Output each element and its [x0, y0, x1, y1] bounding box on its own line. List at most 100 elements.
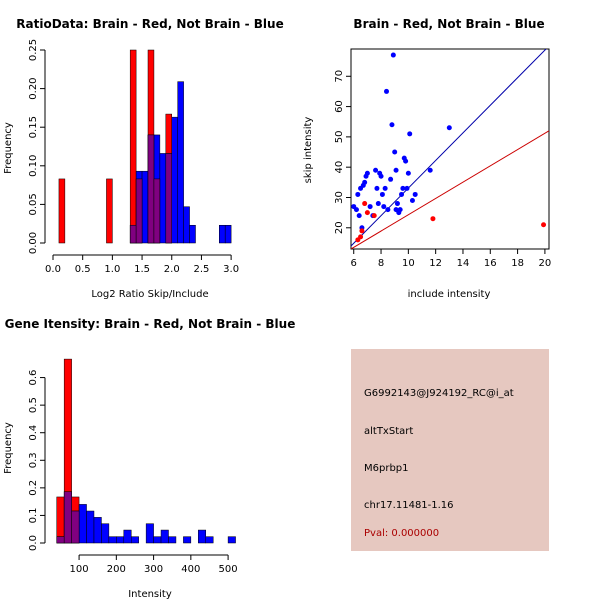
info-panel-background: [351, 349, 549, 551]
intensity-scatter-x-tick-label: 20: [539, 258, 552, 269]
intensity-scatter-y-tick-label: 40: [334, 161, 345, 174]
gene-intensity-histogram-bar-not-brain: [116, 536, 125, 544]
ratio-histogram-y-tick-label: 0.25: [28, 39, 39, 61]
gene-intensity-histogram-bar-not-brain: [86, 510, 95, 544]
gene-intensity-histogram-y-tick-label: 0.2: [28, 480, 39, 496]
ratio-histogram-bar-not-brain: [224, 224, 232, 244]
gene-intensity-histogram-x-tick-label: 400: [181, 564, 200, 575]
ratio-histogram-y-tick-label: 0.15: [28, 116, 39, 138]
gene-intensity-histogram-bar-not-brain: [183, 536, 192, 544]
gene-intensity-histogram-bar-not-brain: [160, 529, 169, 544]
intensity-scatter-title: Brain - Red, Not Brain - Blue: [353, 17, 544, 31]
intensity-scatter-y-tick-label: 50: [334, 131, 345, 144]
ratio-histogram-x-tick-label: 0.0: [45, 264, 61, 275]
gene-intensity-histogram-bar-not-brain: [145, 523, 154, 544]
gene-name: M6prbp1: [364, 463, 409, 474]
intensity-scatter-point-not-brain: [393, 167, 399, 173]
ratio-histogram: RatioData: Brain - Red, Not Brain - Blue…: [3, 17, 284, 300]
intensity-scatter-point-not-brain: [388, 176, 394, 182]
gene-intensity-histogram-bar-brain: [56, 496, 65, 544]
intensity-scatter-point-not-brain: [394, 201, 400, 207]
gene-intensity-histogram-bar-not-brain: [101, 523, 110, 544]
gene-intensity-histogram-y-tick-label: 0.6: [28, 370, 39, 386]
gene-intensity-histogram-bar-not-brain: [130, 536, 139, 544]
intensity-scatter-point-not-brain: [446, 125, 452, 131]
intensity-scatter-point-not-brain: [399, 191, 405, 197]
intensity-scatter-plot-box: [350, 48, 550, 250]
intensity-scatter-red-fit-line: [351, 130, 549, 249]
intensity-scatter-point-not-brain: [381, 204, 387, 210]
ratio-histogram-x-tick-label: 1.0: [104, 264, 120, 275]
gene-intensity-histogram-ylabel: Frequency: [3, 422, 14, 474]
gene-intensity-histogram-bar-not-brain: [78, 504, 87, 544]
gene-intensity-histogram-bar-not-brain: [168, 536, 177, 544]
gene-intensity-histogram-bar-overlap: [71, 510, 80, 544]
ratio-histogram-x-tick-label: 2.5: [193, 264, 209, 275]
gene-intensity-histogram-y-tick-label: 0.3: [28, 452, 39, 468]
intensity-scatter-point-not-brain: [379, 191, 385, 197]
ratio-histogram-bar-not-brain: [159, 153, 167, 244]
intensity-scatter-y-tick-label: 20: [334, 221, 345, 234]
gene-intensity-histogram-bar-not-brain: [93, 517, 102, 544]
intensity-scatter-point-not-brain: [392, 149, 398, 155]
intensity-scatter-point-brain: [359, 228, 365, 234]
intensity-scatter-point-not-brain: [375, 201, 381, 207]
intensity-scatter-y-tick-label: 30: [334, 191, 345, 204]
intensity-scatter-point-brain: [362, 201, 368, 207]
ratio-histogram-ylabel: Frequency: [3, 122, 14, 174]
ratio-histogram-y-tick-label: 0.00: [28, 232, 39, 254]
intensity-scatter-point-brain: [358, 234, 364, 240]
intensity-scatter-point-not-brain: [362, 179, 368, 185]
gene-intensity-histogram-title: Gene Itensity: Brain - Red, Not Brain - …: [5, 317, 296, 331]
ratio-histogram-x-tick-label: 2.0: [164, 264, 180, 275]
ratio-histogram-bar-overlap: [135, 178, 143, 244]
intensity-scatter-x-tick-label: 6: [351, 258, 357, 269]
intensity-scatter-point-not-brain: [374, 185, 380, 191]
gene-intensity-histogram-x-tick-label: 300: [144, 564, 163, 575]
ratio-histogram-bar-not-brain: [177, 81, 184, 244]
gene-intensity-histogram-y-tick-label: 0.0: [28, 535, 39, 551]
intensity-scatter-point-not-brain: [389, 122, 395, 128]
intensity-scatter-point-not-brain: [409, 198, 415, 204]
gene-intensity-histogram-bar-overlap: [56, 536, 65, 544]
gene-intensity-histogram-x-tick-label: 500: [219, 564, 238, 575]
intensity-scatter-point-brain: [541, 222, 547, 228]
intensity-scatter-point-brain: [371, 213, 377, 219]
intensity-scatter: Brain - Red, Not Brain - Blue include in…: [303, 17, 551, 300]
gene-intensity-histogram-xlabel: Intensity: [128, 589, 172, 600]
gene-intensity-histogram-bar-not-brain: [153, 536, 162, 544]
ratio-histogram-x-tick-label: 1.5: [134, 264, 150, 275]
intensity-scatter-point-not-brain: [412, 191, 418, 197]
intensity-scatter-point-not-brain: [364, 170, 370, 176]
intensity-scatter-x-tick-label: 14: [457, 258, 470, 269]
gene-intensity-histogram-x-tick-label: 200: [107, 564, 126, 575]
gene-intensity-histogram-bar-not-brain: [205, 536, 214, 544]
probe-id: G6992143@J924192_RC@i_at: [364, 388, 514, 399]
intensity-scatter-point-not-brain: [367, 204, 373, 210]
ratio-histogram-xlabel: Log2 Ratio Skip/Include: [91, 289, 208, 300]
intensity-scatter-point-not-brain: [356, 213, 362, 219]
ratio-histogram-x-tick-label: 0.5: [75, 264, 91, 275]
ratio-histogram-bar-overlap: [165, 153, 172, 244]
intensity-scatter-point-brain: [430, 216, 436, 222]
intensity-scatter-point-not-brain: [427, 167, 433, 173]
genomic-location: chr17.11481-1.16: [364, 500, 454, 511]
intensity-scatter-ylabel: skip intensity: [303, 117, 314, 184]
ratio-histogram-bar-overlap: [129, 224, 137, 244]
gene-intensity-histogram-bar-overlap: [63, 491, 72, 544]
ratio-histogram-bar-not-brain: [183, 206, 190, 244]
gene-intensity-histogram-y-tick-label: 0.4: [28, 425, 39, 441]
intensity-scatter-x-tick-label: 18: [511, 258, 524, 269]
intensity-scatter-x-tick-label: 12: [429, 258, 442, 269]
intensity-scatter-point-not-brain: [397, 207, 403, 213]
intensity-scatter-point-not-brain: [382, 185, 388, 191]
intensity-scatter-point-not-brain: [378, 173, 384, 179]
ratio-histogram-x-tick-label: 3.0: [223, 264, 239, 275]
gene-intensity-histogram-bar-not-brain: [227, 536, 236, 544]
intensity-scatter-point-not-brain: [407, 131, 413, 137]
ratio-histogram-bar-brain: [129, 49, 137, 244]
ratio-histogram-bar-not-brain: [189, 224, 196, 244]
ratio-histogram-title: RatioData: Brain - Red, Not Brain - Blue: [16, 17, 283, 31]
gene-intensity-histogram-bar-not-brain: [123, 529, 132, 544]
info-panel: G6992143@J924192_RC@i_at altTxStart M6pr…: [351, 349, 549, 551]
